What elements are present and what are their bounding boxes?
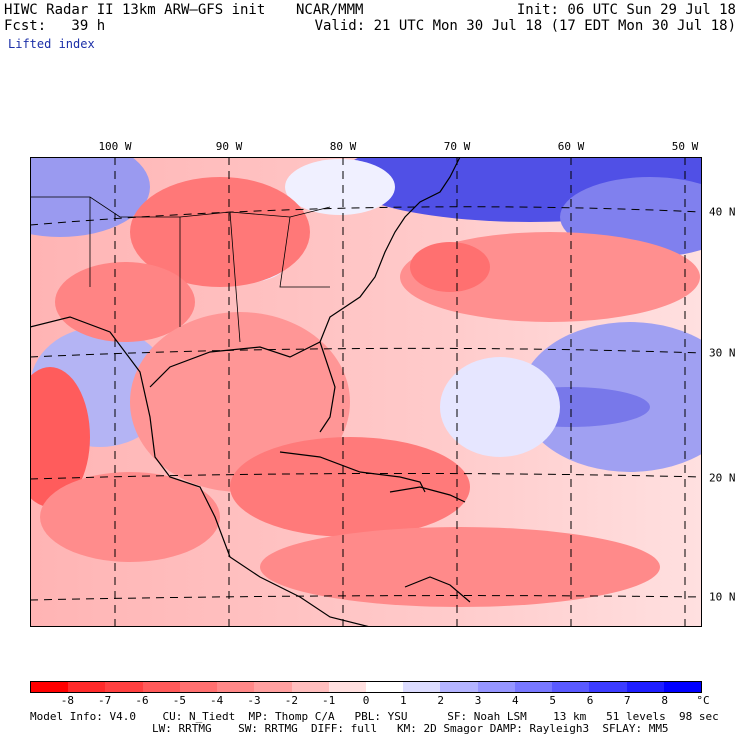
colorbar-swatch bbox=[626, 682, 664, 692]
colorbar-label: -8 bbox=[60, 694, 74, 707]
lon-label: 100 W bbox=[98, 140, 132, 153]
lat-label: 30 N bbox=[709, 346, 736, 360]
colorbar-label: 0 bbox=[362, 694, 370, 707]
colorbar-swatch bbox=[552, 682, 590, 692]
colorbar-swatch bbox=[142, 682, 180, 692]
coastline bbox=[279, 451, 426, 493]
colorbar-label: 4 bbox=[512, 694, 519, 707]
colorbar-swatch bbox=[31, 682, 69, 692]
colorbar-swatch bbox=[589, 682, 627, 692]
field-region bbox=[410, 242, 490, 292]
colorbar-label: -6 bbox=[135, 694, 149, 707]
coastline bbox=[149, 341, 336, 433]
colorbar-swatch bbox=[365, 682, 404, 692]
lat-label: 10 N bbox=[709, 590, 736, 604]
init-time: Init: 06 UTC Sun 29 Jul 18 bbox=[516, 2, 736, 18]
colorbar-swatch bbox=[105, 682, 143, 692]
colorbar-swatch bbox=[217, 682, 255, 692]
colorbar-swatch bbox=[477, 682, 515, 692]
model-info-line-2: LW: RRTMG SW: RRTMG DIFF: full KM: 2D Sm… bbox=[152, 722, 669, 735]
colorbar-label: 3 bbox=[474, 694, 482, 707]
map-border bbox=[30, 157, 702, 627]
colorbar-swatch bbox=[179, 682, 218, 692]
colorbar-swatch bbox=[328, 682, 366, 692]
colorbar-swatch bbox=[254, 682, 292, 692]
model-title: HIWC Radar II 13km ARW–GFS init bbox=[4, 2, 266, 18]
forecast-hour: Fcst: 39 h bbox=[4, 18, 106, 34]
lon-label: 60 W bbox=[557, 140, 585, 153]
coastline bbox=[319, 157, 461, 343]
colorbar-label: -7 bbox=[98, 694, 112, 707]
field-region bbox=[285, 159, 395, 215]
colorbar-swatch bbox=[514, 682, 553, 692]
colorbar-unit: °C bbox=[696, 694, 710, 707]
field-region bbox=[260, 527, 660, 607]
colorbar-label: 7 bbox=[624, 694, 631, 707]
field-region bbox=[30, 367, 90, 507]
field-region bbox=[440, 357, 560, 457]
colorbar-label: 5 bbox=[549, 694, 556, 707]
colorbar-swatch bbox=[663, 682, 701, 692]
state-border bbox=[30, 196, 331, 343]
org-label: NCAR/MMM bbox=[296, 2, 364, 18]
colorbar-swatch bbox=[68, 682, 106, 692]
lon-label: 80 W bbox=[329, 140, 357, 153]
colorbar-swatch bbox=[291, 682, 329, 692]
graticule bbox=[30, 157, 702, 627]
colorbar-label: -5 bbox=[172, 694, 186, 707]
valid-time: Valid: 21 UTC Mon 30 Jul 18 (17 EDT Mon … bbox=[314, 18, 736, 34]
colorbar-label: 2 bbox=[437, 694, 444, 707]
colorbar-label: 6 bbox=[586, 694, 594, 707]
model-info-line-1: Model Info: V4.0 CU: N_Tiedt MP: Thomp C… bbox=[30, 710, 719, 723]
lon-label: 70 W bbox=[443, 140, 471, 153]
colorbar-swatch bbox=[440, 682, 478, 692]
lat-label: 20 N bbox=[709, 471, 736, 485]
lifted-index-map bbox=[30, 157, 702, 627]
colorbar-label: -2 bbox=[284, 694, 298, 707]
lon-label: 50 W bbox=[671, 140, 699, 153]
colorbar-swatch bbox=[403, 682, 441, 692]
colorbar-label: 1 bbox=[400, 694, 407, 707]
lon-label: 90 W bbox=[215, 140, 243, 153]
colorbar-label: -1 bbox=[322, 694, 336, 707]
field-region bbox=[230, 437, 470, 537]
colorbar bbox=[30, 681, 702, 693]
colorbar-label: 8 bbox=[661, 694, 668, 707]
coastline bbox=[404, 576, 471, 603]
field-region bbox=[40, 472, 220, 562]
colorbar-label: -4 bbox=[210, 694, 224, 707]
field-name: Lifted index bbox=[8, 37, 95, 51]
coastline bbox=[30, 316, 371, 627]
field-region bbox=[130, 177, 310, 287]
lat-label: 40 N bbox=[709, 205, 736, 219]
colorbar-label: -3 bbox=[247, 694, 261, 707]
